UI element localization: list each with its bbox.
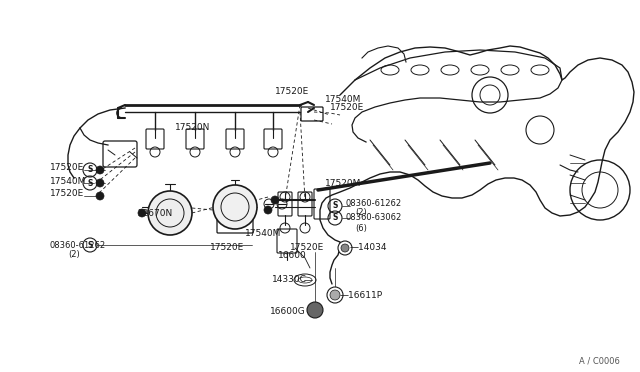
Circle shape: [138, 209, 146, 217]
Text: (2): (2): [68, 250, 80, 260]
Circle shape: [330, 290, 340, 300]
Circle shape: [341, 244, 349, 252]
Text: S: S: [87, 179, 93, 187]
Text: 17520E: 17520E: [50, 164, 84, 173]
Text: 17540M: 17540M: [325, 94, 362, 103]
Text: 16600: 16600: [278, 250, 307, 260]
Text: A / C0006: A / C0006: [579, 356, 620, 365]
Circle shape: [148, 191, 192, 235]
Circle shape: [327, 287, 343, 303]
Text: 17540M: 17540M: [50, 176, 86, 186]
Text: 17520E: 17520E: [210, 243, 244, 251]
Text: (2): (2): [355, 208, 367, 218]
Text: 17520E: 17520E: [275, 87, 309, 96]
Text: 17520E: 17520E: [50, 189, 84, 199]
Text: 08360-61262: 08360-61262: [345, 199, 401, 208]
Text: 16600G: 16600G: [270, 308, 306, 317]
Circle shape: [307, 302, 323, 318]
Text: 17540M: 17540M: [245, 230, 282, 238]
Text: 17520M: 17520M: [325, 179, 362, 187]
Circle shape: [264, 206, 272, 214]
Circle shape: [96, 179, 104, 187]
Text: 08360-63062: 08360-63062: [345, 214, 401, 222]
Text: S: S: [332, 202, 338, 211]
Text: —14034: —14034: [350, 244, 387, 253]
Text: 08360-61262: 08360-61262: [50, 241, 106, 250]
Text: S: S: [87, 166, 93, 174]
Circle shape: [213, 185, 257, 229]
Text: (6): (6): [355, 224, 367, 232]
Text: S: S: [332, 214, 338, 222]
Circle shape: [271, 196, 279, 204]
Text: 14330C: 14330C: [272, 276, 307, 285]
Circle shape: [96, 192, 104, 200]
Text: —16611P: —16611P: [340, 291, 383, 299]
Text: S: S: [87, 241, 93, 250]
Circle shape: [96, 166, 104, 174]
Text: 17520E: 17520E: [330, 103, 364, 112]
Circle shape: [338, 241, 352, 255]
Text: 17520N: 17520N: [175, 122, 211, 131]
Text: 17520E: 17520E: [290, 243, 324, 251]
Text: 22670N: 22670N: [137, 208, 172, 218]
